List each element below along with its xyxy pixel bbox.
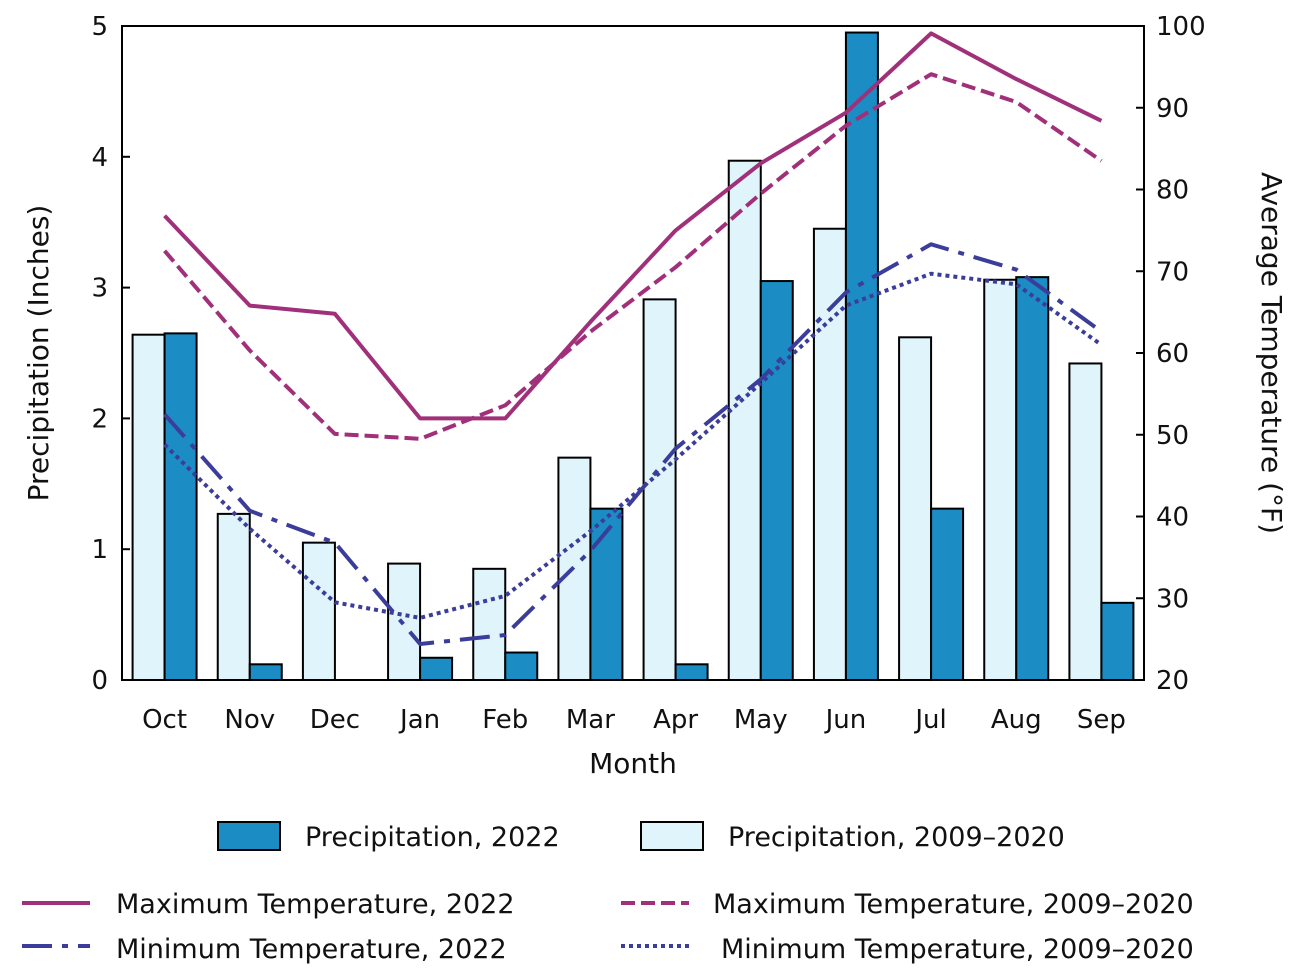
left-tick-label: 5: [91, 12, 108, 42]
legend-item-tmax-normal: Maximum Temperature, 2009–2020: [621, 889, 1194, 920]
x-axis-title: Month: [589, 747, 677, 780]
right-tick-label: 70: [1156, 257, 1189, 287]
line-tmin_normal: [163, 271, 1103, 620]
x-tick-label-dec: Dec: [310, 705, 360, 735]
bar-precip_2022-feb: [504, 651, 539, 681]
left-tick-label: 0: [91, 666, 108, 696]
bar-precip_2022-oct: [163, 332, 198, 681]
legend: Precipitation, 2022 Precipitation, 2009–…: [22, 821, 1194, 965]
x-tick-label-nov: Nov: [224, 705, 275, 735]
bar-precip_normal-sep: [1068, 362, 1103, 681]
bar-precip_normal-dec: [301, 541, 336, 681]
legend-item-tmin-normal: Minimum Temperature, 2009–2020: [621, 934, 1194, 965]
bar-precip_normal-oct: [131, 333, 166, 681]
x-axis-ticks: Oct Nov Dec Jan Feb Mar Apr May Jun Jul Aug Sep: [142, 705, 1126, 735]
right-tick-label: 60: [1156, 339, 1189, 369]
x-tick-label-jun: Jun: [824, 705, 867, 735]
bar-precip_normal-jan: [387, 562, 422, 682]
x-tick-label-jan: Jan: [398, 705, 440, 735]
legend-label-precip-2022: Precipitation, 2022: [305, 822, 560, 853]
right-tick-label: 50: [1156, 421, 1189, 451]
legend-label-tmin-2022: Minimum Temperature, 2022: [116, 934, 507, 965]
x-tick-label-oct: Oct: [142, 705, 187, 735]
legend-label-tmax-normal: Maximum Temperature, 2009–2020: [713, 889, 1194, 920]
left-tick-label: 3: [91, 274, 108, 304]
y-axis-right-title-suffix: ): [1255, 523, 1288, 534]
bar-precip_2022-aug: [1015, 276, 1050, 681]
legend-item-tmin-2022: Minimum Temperature, 2022: [22, 934, 507, 965]
left-tick-label: 1: [91, 535, 108, 565]
right-tick-label: 90: [1156, 94, 1189, 124]
legend-item-precip-normal: Precipitation, 2009–2020: [640, 821, 1065, 853]
legend-label-tmax-2022: Maximum Temperature, 2022: [116, 889, 515, 920]
y-axis-right-title-unit: °F: [1255, 493, 1288, 523]
bar-precip_normal-aug: [983, 278, 1018, 681]
bar-precip_2022-jul: [930, 507, 965, 682]
bar-precip_2022-jan: [419, 656, 454, 681]
x-tick-label-apr: Apr: [653, 705, 698, 735]
right-axis-ticks: 20 30 40 50 60 70 80 90 100: [1136, 12, 1206, 696]
bar-precip_normal-apr: [642, 298, 677, 681]
y-axis-right-title: Average Temperature (°F): [1255, 172, 1288, 534]
x-tick-label-sep: Sep: [1077, 705, 1126, 735]
bar-precip_2022-nov: [248, 663, 283, 682]
bar-precip_normal-jun: [812, 227, 847, 682]
left-tick-label: 2: [91, 404, 108, 434]
legend-label-precip-normal: Precipitation, 2009–2020: [728, 822, 1065, 853]
bar-precip_2022-jun: [844, 31, 879, 682]
right-tick-label: 20: [1156, 666, 1189, 696]
bar-precip_normal-feb: [472, 567, 507, 682]
bar-precip_normal-nov: [216, 512, 251, 681]
x-tick-label-jul: Jul: [913, 705, 946, 735]
x-tick-label-mar: Mar: [566, 705, 615, 735]
left-tick-label: 4: [91, 143, 108, 173]
legend-swatch-precip-2022: [217, 821, 281, 851]
bar-precip_2022-sep: [1100, 601, 1135, 681]
legend-item-tmax-2022: Maximum Temperature, 2022: [22, 889, 515, 920]
line-tmin_2022: [163, 242, 1103, 646]
legend-swatch-precip-normal: [640, 821, 704, 851]
bar-precip_normal-may: [727, 159, 762, 681]
right-tick-label: 30: [1156, 584, 1189, 614]
x-tick-label-may: May: [734, 705, 788, 735]
temperature-lines: [163, 31, 1103, 646]
bar-precip_2022-may: [759, 280, 794, 681]
right-tick-label: 40: [1156, 503, 1189, 533]
bar-precip_2022-apr: [674, 663, 709, 682]
right-tick-label: 100: [1156, 12, 1206, 42]
y-axis-left-title: Precipitation (Inches): [22, 205, 55, 502]
legend-item-precip-2022: Precipitation, 2022: [217, 821, 560, 853]
precipitation-bars: [131, 31, 1135, 682]
right-tick-label: 80: [1156, 176, 1189, 206]
legend-label-tmin-normal: Minimum Temperature, 2009–2020: [721, 934, 1194, 965]
x-tick-label-feb: Feb: [482, 705, 528, 735]
y-axis-right-title-prefix: Average Temperature (: [1255, 172, 1288, 493]
left-axis-ticks: 0 1 2 3 4 5: [91, 12, 130, 696]
bar-precip_normal-jul: [898, 336, 933, 681]
x-tick-label-aug: Aug: [991, 705, 1042, 735]
line-tmax_normal: [163, 72, 1103, 441]
line-tmax_2022: [163, 31, 1103, 421]
